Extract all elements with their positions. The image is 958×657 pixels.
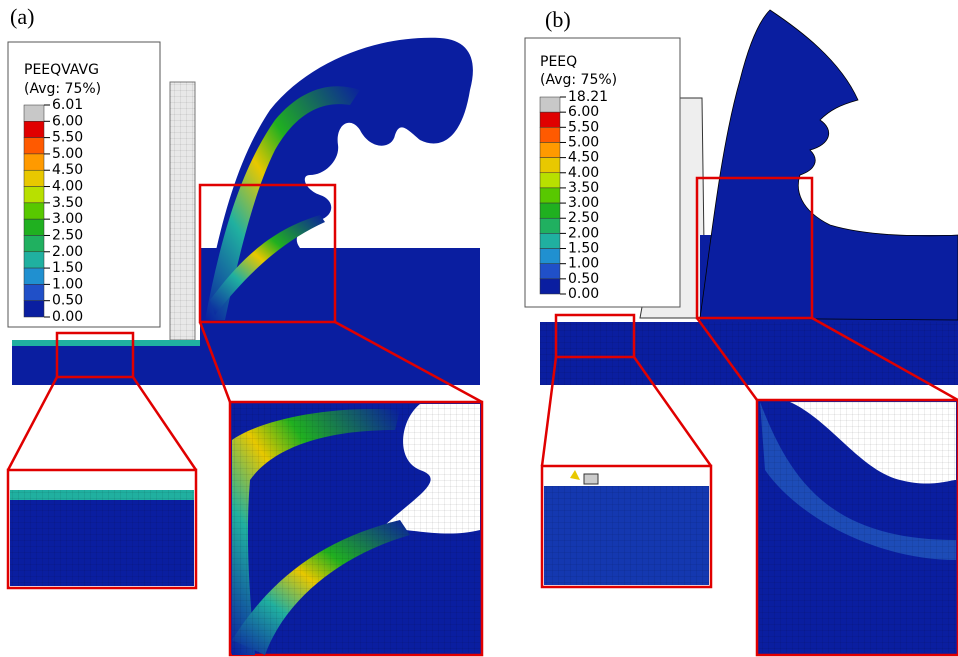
zoom-right: [228, 400, 484, 657]
legend-swatch: [539, 142, 561, 158]
legend-swatch: [23, 202, 45, 220]
legend-value: 2.50: [568, 210, 599, 226]
legend-swatch: [539, 172, 561, 189]
legend-value: 1.50: [568, 241, 599, 257]
legend-swatch: [23, 300, 45, 318]
legend-swatch: [539, 111, 561, 128]
legend-swatch: [23, 235, 45, 253]
legend-value: 6.00: [52, 113, 83, 129]
legend-value: 4.00: [52, 179, 83, 195]
panel-label: (b): [545, 7, 571, 32]
legend-value: 1.50: [52, 260, 83, 276]
legend-swatch: [23, 137, 45, 155]
legend-swatch: [539, 233, 561, 249]
legend-value: 4.50: [568, 150, 599, 166]
legend-swatch: [539, 217, 561, 234]
legend-value: 6.00: [568, 104, 599, 120]
legend-value: 2.50: [52, 227, 83, 243]
legend-value: 0.50: [52, 293, 83, 309]
legend: PEEQVAVG (Avg: 75%) 6.016.005.505.004.50…: [7, 41, 161, 328]
legend-value: 3.50: [52, 195, 83, 211]
shear-band: [210, 215, 325, 315]
legend-swatch: [539, 278, 561, 295]
legend-swatch: [23, 284, 45, 301]
legend-subtitle: (Avg: 75%): [24, 81, 101, 97]
legend: PEEQ (Avg: 75%) 18.216.005.505.004.504.0…: [524, 37, 681, 308]
legend-value: 4.50: [52, 162, 83, 178]
legend-value: 3.00: [568, 195, 599, 211]
workpiece: [12, 248, 480, 385]
legend-value: 1.00: [52, 276, 83, 292]
legend-swatch: [539, 202, 561, 219]
legend-value: 2.00: [52, 244, 83, 260]
legend-value: 5.00: [568, 134, 599, 150]
workpiece-mesh: [540, 322, 958, 385]
legend-value: 18.21: [568, 89, 608, 105]
legend-swatch: [23, 153, 45, 171]
legend-value: 5.00: [52, 146, 83, 162]
legend-swatch: [539, 248, 561, 264]
legend-value: 0.00: [568, 286, 599, 302]
zoom-left: [6, 468, 198, 590]
legend-swatch: [23, 104, 45, 122]
legend-value: 5.50: [52, 130, 83, 146]
legend-title: PEEQ: [540, 54, 577, 70]
surface-layer: [12, 340, 200, 346]
panel-b: (b) PEEQ (Avg: 75%) 18.216.005.505.004: [524, 7, 958, 657]
panel-label: (a): [10, 4, 34, 29]
legend-swatch: [23, 218, 45, 236]
legend-title: PEEQVAVG: [24, 62, 99, 78]
zoom-right: [755, 398, 958, 657]
legend-swatch: [23, 169, 45, 187]
zoom-frames: [6, 183, 483, 471]
panel-a: (a) PEEQVAVG (Avg: 75%): [6, 4, 484, 657]
zoom-left: [540, 464, 713, 589]
legend-value: 6.01: [52, 97, 83, 113]
legend-value: 1.00: [568, 256, 599, 272]
legend-swatch: [23, 267, 45, 285]
legend-swatch: [539, 127, 561, 143]
legend-swatch: [539, 187, 561, 204]
legend-swatch: [23, 186, 45, 204]
tool-mesh: [170, 82, 195, 340]
legend-value: 4.00: [568, 165, 599, 181]
legend-value: 2.00: [568, 225, 599, 241]
legend-swatch: [23, 251, 45, 269]
legend-value: 0.50: [568, 271, 599, 287]
chip: [699, 9, 958, 321]
legend-swatch: [539, 96, 561, 113]
legend-value: 3.50: [568, 180, 599, 196]
legend-swatch: [23, 121, 45, 138]
legend-swatch: [539, 157, 561, 174]
legend-value: 3.00: [52, 211, 83, 227]
legend-value: 0.00: [52, 309, 83, 325]
zoom-frames: [540, 176, 958, 467]
legend-swatch: [539, 263, 561, 280]
legend-subtitle: (Avg: 75%): [540, 72, 617, 88]
legend-value: 5.50: [568, 119, 599, 135]
chip: [200, 37, 473, 331]
